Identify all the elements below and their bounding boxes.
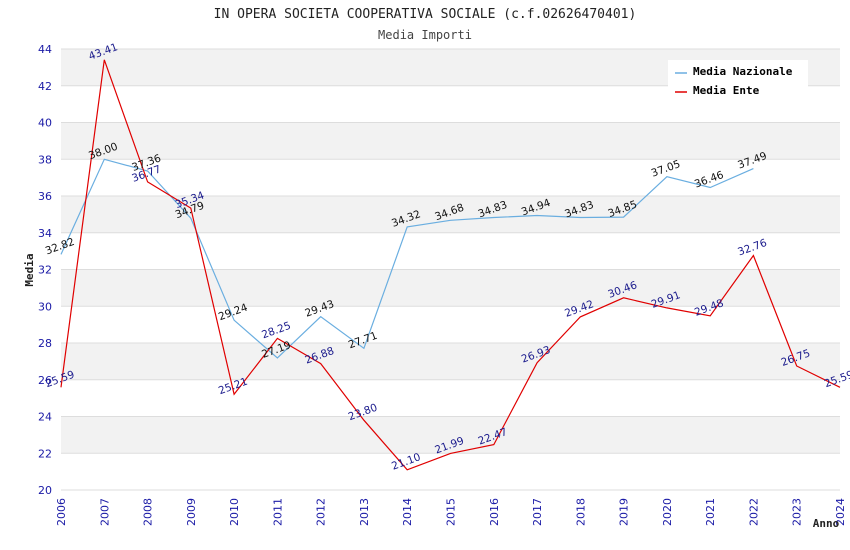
grid-band	[61, 122, 840, 160]
plot-background	[61, 49, 840, 490]
y-axis-label: Media	[23, 253, 36, 286]
y-tick-label: 34	[38, 227, 52, 240]
y-tick-label: 26	[38, 374, 52, 387]
chart-title: IN OPERA SOCIETA COOPERATIVA SOCIALE (c.…	[214, 7, 637, 22]
x-tick-label: 2006	[55, 498, 68, 526]
y-tick-label: 20	[38, 484, 52, 497]
legend-label-nazionale: Media Nazionale	[693, 65, 793, 78]
grid-band	[61, 269, 840, 307]
y-tick-label: 42	[38, 80, 52, 93]
series-line-1	[60, 59, 841, 471]
chart-subtitle: Media Importi	[378, 28, 472, 42]
x-tick-label: 2021	[704, 498, 717, 526]
x-tick-label: 2018	[574, 498, 587, 526]
series-line-0	[60, 158, 754, 359]
legend-label-ente: Media Ente	[693, 84, 760, 97]
grid-band	[61, 232, 840, 270]
grid-band	[61, 159, 840, 196]
x-tick-label: 2017	[531, 498, 544, 526]
y-tick-label: 44	[38, 43, 52, 56]
y-tick-label: 22	[38, 447, 52, 460]
y-tick-label: 24	[38, 411, 52, 424]
grid-band	[61, 343, 840, 380]
y-tick-label: 30	[38, 300, 52, 313]
y-tick-label: 32	[38, 264, 52, 277]
x-tick-label: 2007	[98, 498, 111, 526]
y-tick-label: 28	[38, 337, 52, 350]
legend: Media Nazionale Media Ente	[668, 60, 808, 102]
gridlines	[61, 48, 840, 491]
x-tick-label: 2022	[747, 498, 760, 526]
x-tick-label: 2024	[834, 498, 847, 526]
legend-box	[668, 60, 808, 102]
y-axis-ticks: 20 22 24 26 28 30 32 34 36 38 40 42 44	[38, 43, 52, 497]
series-lines	[60, 59, 841, 471]
x-tick-label: 2016	[488, 498, 501, 526]
y-tick-label: 36	[38, 190, 52, 203]
grid-band	[61, 306, 840, 343]
grid-band	[61, 453, 840, 490]
x-tick-label: 2020	[661, 498, 674, 526]
x-tick-label: 2009	[185, 498, 198, 526]
x-tick-label: 2012	[315, 498, 328, 526]
grid-band	[61, 379, 840, 417]
grid-band	[61, 196, 840, 233]
x-tick-label: 2014	[401, 498, 414, 526]
x-tick-label: 2023	[791, 498, 804, 526]
x-tick-label: 2010	[228, 498, 241, 526]
grid-band	[61, 416, 840, 454]
x-tick-label: 2013	[358, 498, 371, 526]
y-tick-label: 38	[38, 153, 52, 166]
x-tick-label: 2008	[142, 498, 155, 526]
x-tick-label: 2011	[271, 498, 284, 526]
x-tick-label: 2015	[445, 498, 458, 526]
y-tick-label: 40	[38, 117, 52, 130]
x-axis-ticks: 2006 2007 2008 2009 2010 2011 2012 2013 2014 2015…	[55, 498, 847, 526]
x-tick-label: 2019	[618, 498, 631, 526]
x-axis-label: Anno	[813, 517, 840, 530]
